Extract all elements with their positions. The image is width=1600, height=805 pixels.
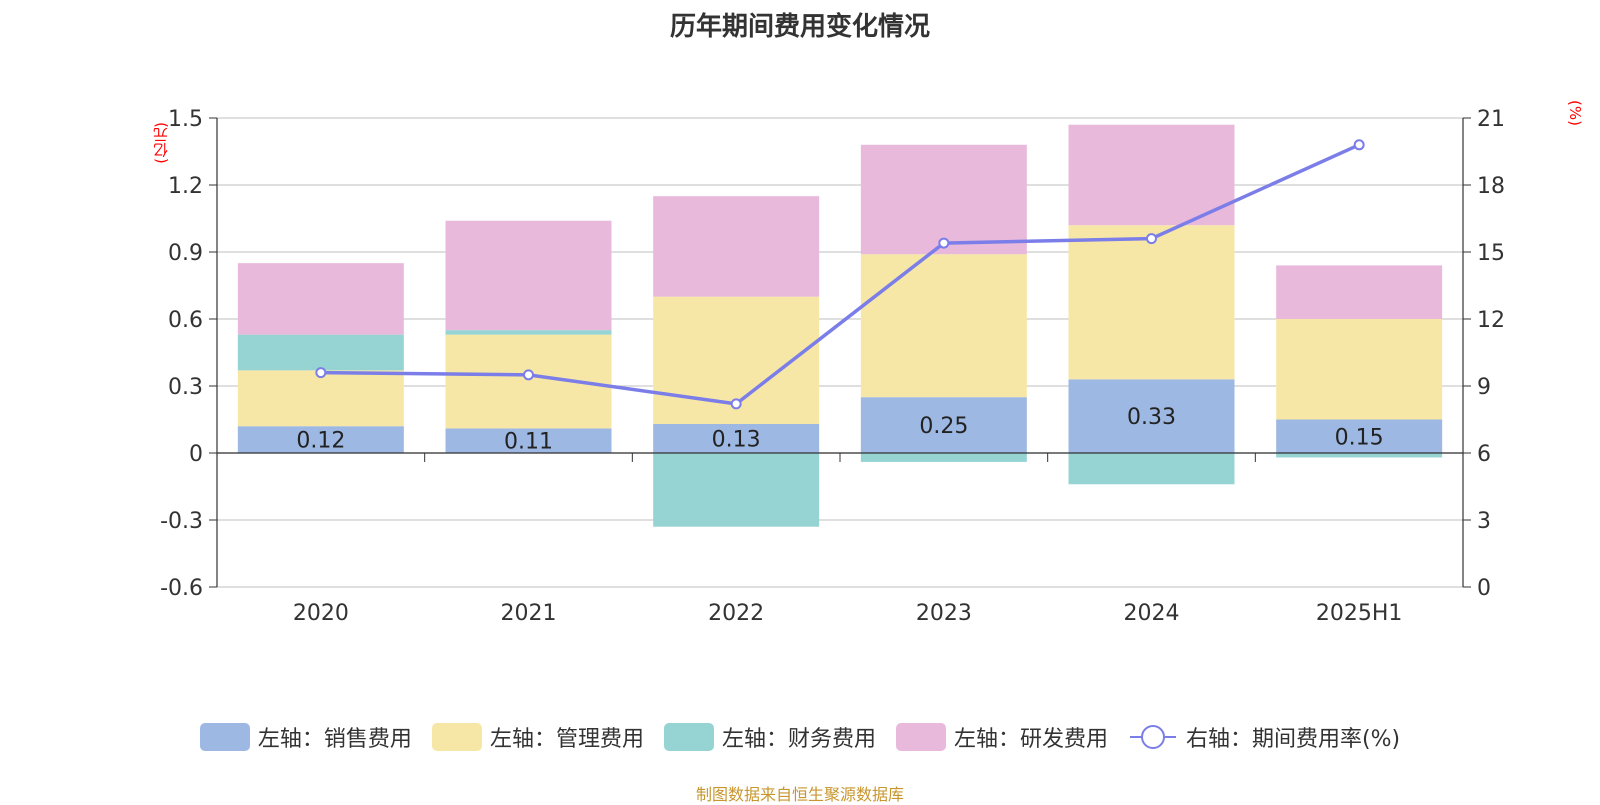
bar-rd-2023 <box>860 144 1027 255</box>
bar-sales-2022 <box>653 423 820 453</box>
legend-item-finance[interactable]: 左轴：财务费用 <box>663 721 876 753</box>
legend-line-marker-icon <box>1129 725 1176 749</box>
legend-label-finance: 左轴：财务费用 <box>721 727 876 752</box>
chart-title: 历年期间费用变化情况 <box>669 12 930 42</box>
legend-label-rd: 左轴：研发费用 <box>953 727 1108 752</box>
expense-rate-point-2024 <box>1146 233 1157 245</box>
right-axis-tick-label: 18 <box>1477 174 1505 199</box>
expense-rate-line <box>320 143 1360 406</box>
bar-finance-2021 <box>445 330 612 335</box>
x-axis-label-2022: 2022 <box>708 601 764 626</box>
bar-admin-2025H1 <box>1276 319 1443 420</box>
legend: 左轴：销售费用 左轴：管理费用 左轴：财务费用 左轴：研发费用 右轴：期间费用率… <box>0 721 1600 753</box>
legend-swatch-rd <box>895 723 946 751</box>
legend-item-admin[interactable]: 左轴：管理费用 <box>431 721 644 753</box>
sales-data-label-2022: 0.13 <box>712 427 761 452</box>
bar-finance-2024 <box>1068 453 1235 485</box>
bar-rd-2020 <box>237 263 404 335</box>
sales-data-label-2025H1: 0.15 <box>1335 425 1384 450</box>
left-axis-tick-label: 0.6 <box>168 308 203 333</box>
bar-sales-2024 <box>1068 379 1235 453</box>
bar-finance-2020 <box>237 334 404 371</box>
right-axis-tick-label: 9 <box>1477 375 1491 400</box>
right-axis-tick-label: 3 <box>1477 509 1491 534</box>
expense-rate-point-2022 <box>730 398 742 410</box>
bar-sales-2025H1 <box>1276 419 1443 453</box>
bar-admin-2020 <box>237 370 404 427</box>
x-axis-label-2025H1: 2025H1 <box>1316 601 1403 626</box>
bar-sales-2020 <box>237 426 404 453</box>
expense-rate-point-2021 <box>523 369 534 381</box>
bar-finance-2023 <box>860 453 1027 462</box>
sales-data-label-2023: 0.25 <box>919 414 968 439</box>
legend-item-sales[interactable]: 左轴：销售费用 <box>199 721 412 753</box>
expense-rate-point-2025H1 <box>1353 139 1365 151</box>
bar-admin-2023 <box>860 254 1027 398</box>
expense-rate-point-2020 <box>315 367 327 379</box>
bar-rd-2025H1 <box>1276 265 1443 319</box>
left-axis-tick-label: 0.9 <box>168 241 203 266</box>
legend-item-rate[interactable]: 右轴：期间费用率(%) <box>1128 721 1400 753</box>
bar-sales-2023 <box>860 397 1027 453</box>
left-axis-tick-label: -0.6 <box>160 576 203 601</box>
chart-canvas: 1.5 1.2 0.9 0.6 0.3 0 -0.3 -0.6 21 18 15 12 9 6 3 0 2020… <box>160 107 1505 626</box>
data-source: 制图数据来自恒生聚源数据库 <box>695 785 904 804</box>
bar-rd-2022 <box>653 196 820 297</box>
right-axis-tick-label: 0 <box>1477 576 1491 601</box>
left-axis-tick-label: 0 <box>189 442 203 467</box>
left-axis-tick-label: 1.2 <box>168 174 203 199</box>
right-axis-unit: (%) <box>1566 100 1584 126</box>
bar-admin-2024 <box>1068 225 1235 380</box>
legend-item-rd[interactable]: 左轴：研发费用 <box>895 721 1108 753</box>
right-axis-tick-label: 15 <box>1477 241 1505 266</box>
sales-data-label-2024: 0.33 <box>1127 405 1176 430</box>
bar-finance-2025H1 <box>1276 453 1443 458</box>
expense-rate-point-2023 <box>938 237 950 249</box>
legend-label-rate: 右轴：期间费用率(%) <box>1185 727 1401 752</box>
x-axis-label-2020: 2020 <box>293 601 349 626</box>
left-axis-tick-label: -0.3 <box>160 509 203 534</box>
legend-label-sales: 左轴：销售费用 <box>257 727 412 752</box>
x-axis-label-2024: 2024 <box>1124 601 1180 626</box>
x-axis-label-2021: 2021 <box>501 601 557 626</box>
sales-data-label-2020: 0.12 <box>296 429 345 454</box>
left-axis-tick-label: 0.3 <box>168 375 203 400</box>
legend-swatch-finance <box>663 723 714 751</box>
bar-sales-2021 <box>445 428 612 453</box>
sales-data-label-2021: 0.11 <box>504 430 553 455</box>
x-axis-label-2023: 2023 <box>916 601 972 626</box>
legend-swatch-admin <box>431 723 482 751</box>
right-axis-tick-label: 21 <box>1477 107 1505 132</box>
bar-finance-2022 <box>653 453 820 527</box>
bar-rd-2021 <box>445 220 612 331</box>
left-axis-tick-label: 1.5 <box>168 107 203 132</box>
right-axis-tick-label: 12 <box>1477 308 1505 333</box>
legend-swatch-sales <box>199 723 250 751</box>
legend-label-admin: 左轴：管理费用 <box>489 727 644 752</box>
bar-rd-2024 <box>1068 124 1235 226</box>
right-axis-tick-label: 6 <box>1477 442 1491 467</box>
